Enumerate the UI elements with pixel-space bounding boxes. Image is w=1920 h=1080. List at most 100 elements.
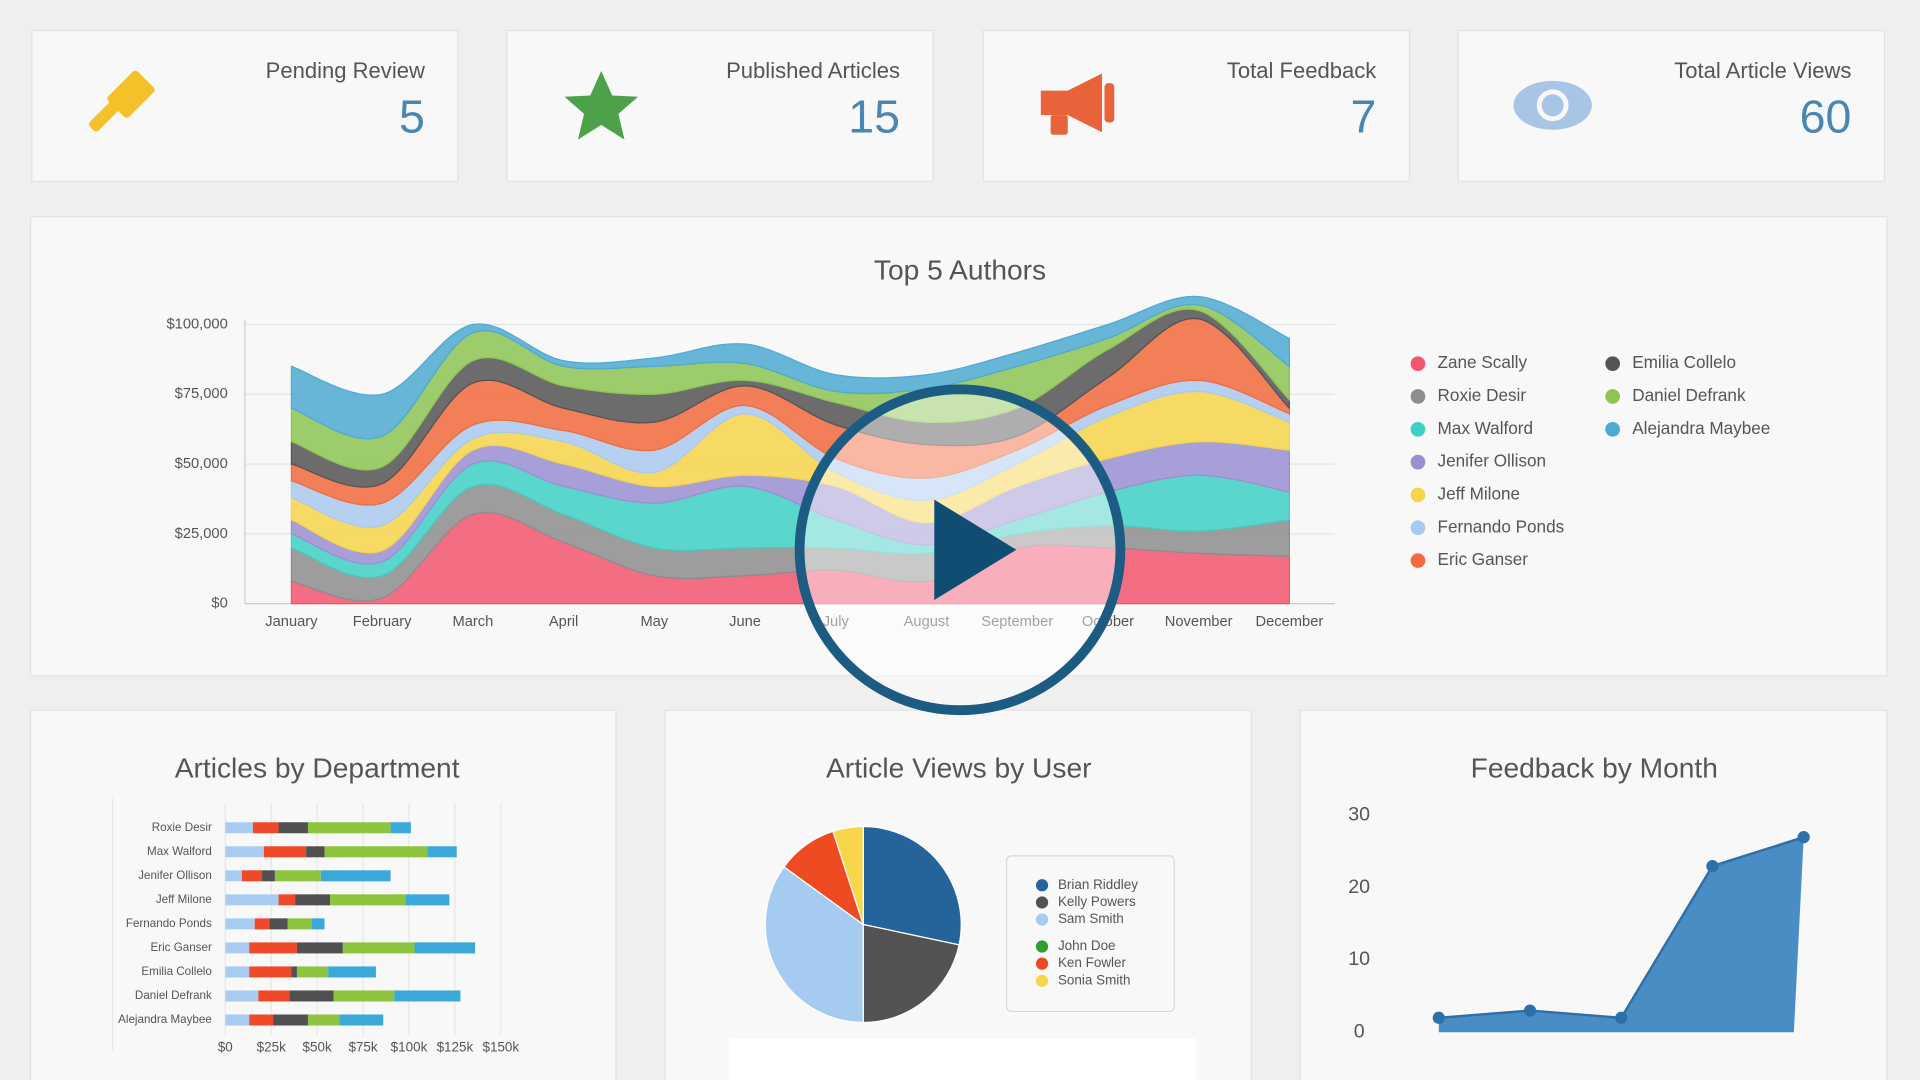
legend-marker <box>1410 389 1426 404</box>
y-tick-label: Daniel Defrank <box>135 989 212 1002</box>
x-tick-label: February <box>353 614 412 630</box>
play-triangle[interactable] <box>934 499 1017 600</box>
area <box>1438 837 1804 1033</box>
legend-marker <box>1035 974 1049 987</box>
legend-marker <box>1410 454 1426 470</box>
bar-segment <box>262 870 275 882</box>
legend-label: Max Walford <box>1438 418 1533 438</box>
x-tick-label: June <box>729 614 761 630</box>
card-value: 60 <box>1800 90 1852 142</box>
area <box>290 295 1290 440</box>
chart-title: Top 5 Authors <box>874 254 1046 285</box>
bar-segment <box>258 990 290 1002</box>
x-tick-label: December <box>1256 614 1324 630</box>
megaphone-icon <box>1040 73 1115 135</box>
bar-segment <box>324 846 428 858</box>
x-tick-label: August <box>904 614 950 630</box>
y-tick-label: Jeff Milone <box>156 893 212 906</box>
legend-label: Zane Scally <box>1438 352 1528 372</box>
legend-label: Roxie Desir <box>1438 385 1527 405</box>
legend-marker <box>1605 421 1620 437</box>
legend-marker <box>1035 957 1049 970</box>
legend-label: John Doe <box>1058 938 1116 953</box>
blank-strip <box>729 1038 1197 1080</box>
y-tick-label: Fernando Ponds <box>126 917 212 930</box>
x-tick-label: $0 <box>218 1040 233 1055</box>
legend-label: Alejandra Maybee <box>1632 418 1770 438</box>
y-tick-label: 30 <box>1348 804 1370 826</box>
y-tick-label: Max Walford <box>147 845 212 858</box>
bar-segment <box>225 822 253 834</box>
legend-marker <box>1410 421 1426 437</box>
chart-title: Feedback by Month <box>1471 753 1718 784</box>
bar-segment <box>225 918 255 930</box>
legend-box <box>1005 855 1175 1013</box>
bar-segment <box>225 942 250 954</box>
card-value: 7 <box>1350 90 1376 142</box>
y-tick-label: Eric Ganser <box>150 941 212 954</box>
legend-label: Sonia Smith <box>1058 972 1131 987</box>
legend-label: Sam Smith <box>1058 911 1124 926</box>
pie-slice <box>764 866 864 1024</box>
legend-marker <box>1410 520 1426 536</box>
bar-segment <box>390 822 411 834</box>
bar-segment <box>414 942 476 954</box>
legend-marker <box>1410 487 1426 503</box>
y-tick-label: $75,000 <box>175 386 228 402</box>
pie-slice <box>862 825 962 946</box>
chart-title: Articles by Department <box>175 753 460 784</box>
bar-segment <box>273 1014 308 1026</box>
charts: Pending Review 5 Published Articles 15 Total… <box>112 58 1852 1055</box>
bar-segment <box>225 846 264 858</box>
x-tick-label: $150k <box>482 1040 519 1055</box>
y-tick-label: 10 <box>1348 948 1370 970</box>
card-title: Published Articles <box>726 58 900 83</box>
bar-segment <box>296 942 343 954</box>
legend-marker <box>1035 940 1049 953</box>
bar-segment <box>254 918 270 930</box>
bar-segment <box>241 870 263 882</box>
play-button[interactable] <box>794 384 1126 716</box>
y-tick-label: 0 <box>1354 1020 1365 1042</box>
bar-segment <box>394 990 461 1002</box>
bar-segment <box>225 870 242 882</box>
x-tick-label: April <box>549 614 578 630</box>
y-tick-label: $0 <box>211 596 227 612</box>
bar-segment <box>274 870 321 882</box>
y-tick-label: Alejandra Maybee <box>118 1013 212 1026</box>
bar-segment <box>342 942 415 954</box>
y-tick-label: Emilia Collelo <box>141 965 211 978</box>
x-tick-label: $25k <box>257 1040 286 1055</box>
bar-segment <box>249 966 292 978</box>
bar-segment <box>320 870 391 882</box>
legend-label: Fernando Ponds <box>1438 516 1565 536</box>
bar-segment <box>333 990 395 1002</box>
card <box>31 30 459 182</box>
legend-marker <box>1605 356 1620 372</box>
bar-segment <box>427 846 457 858</box>
legend-marker <box>1410 553 1426 568</box>
bar-segment <box>328 966 376 978</box>
bar-segment <box>296 966 329 978</box>
point <box>1797 831 1810 844</box>
x-tick-label: $50k <box>303 1040 332 1055</box>
legend-marker <box>1410 356 1426 372</box>
x-tick-label: May <box>640 614 668 630</box>
bar-segment <box>306 846 325 858</box>
pie-slice <box>862 923 960 1024</box>
x-tick-label: March <box>452 614 493 630</box>
kpi-cards <box>31 30 1886 182</box>
legend-marker <box>1035 879 1049 892</box>
bar-segment <box>311 918 325 930</box>
legend-label: Kelly Powers <box>1058 894 1136 909</box>
bar-segment <box>405 894 450 906</box>
legend-marker <box>1035 913 1049 926</box>
bar-segment <box>249 942 297 954</box>
card-title: Total Feedback <box>1227 58 1377 83</box>
bar-segment <box>307 1014 340 1026</box>
bar-segment <box>249 1014 274 1026</box>
y-tick-label: $100,000 <box>166 316 227 332</box>
bar-segment <box>278 894 296 906</box>
